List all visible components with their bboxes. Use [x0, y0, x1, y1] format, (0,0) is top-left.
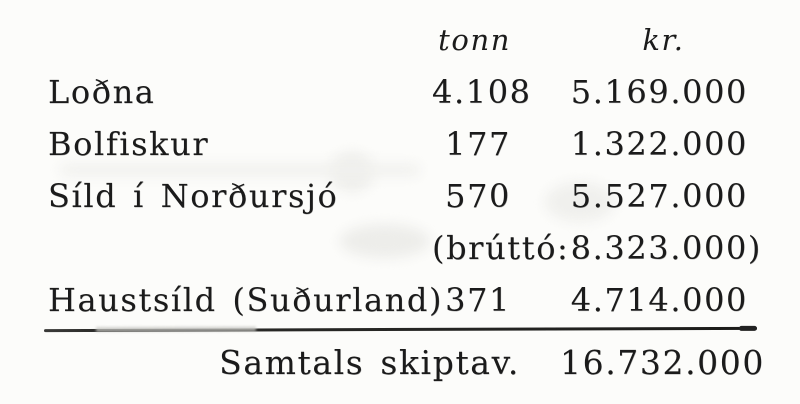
row-tonn-value: 371: [445, 281, 511, 319]
row-tonn-value: 570: [445, 177, 511, 215]
fish-catch-table: tonn kr. Loðna 4.108 5.169.000 Bolfiskur…: [43, 14, 767, 393]
row-kr-value: 5.169.000: [570, 73, 748, 111]
table-total-row: Samtals skiptav. 16.732.000: [48, 331, 767, 393]
row-kr-value: 5.527.000: [570, 177, 748, 215]
row-label: Bolfiskur: [48, 125, 210, 163]
table-row-haustsild: Haustsíld (Suðurland) 371 4.714.000: [48, 274, 767, 326]
total-label: Samtals skiptav.: [219, 342, 520, 382]
row-label: Loðna: [48, 73, 156, 111]
table-row-lodna: Loðna 4.108 5.169.000: [48, 66, 767, 118]
col-header-kr: kr.: [642, 23, 685, 57]
row-tonn-value: (brúttó:: [432, 229, 570, 267]
table-row-bolfiskur: Bolfiskur 177 1.322.000: [48, 118, 767, 170]
row-tonn-value: 177: [445, 125, 511, 163]
row-kr-value: 4.714.000: [570, 281, 748, 319]
row-kr-value: 1.322.000: [570, 125, 748, 163]
table-header-row: tonn kr.: [48, 14, 767, 66]
table-row-sild-i-nordursjo: Síld í Norðursjó 570 5.527.000: [48, 170, 767, 222]
col-header-tonn: tonn: [438, 23, 511, 57]
table-row-brutto: (brúttó: 8.323.000): [48, 222, 767, 274]
row-label: Haustsíld (Suðurland): [48, 281, 444, 319]
total-kr-value: 16.732.000: [560, 342, 765, 382]
row-kr-value: 8.323.000): [570, 229, 762, 267]
row-label: Síld í Norðursjó: [48, 177, 339, 215]
row-tonn-value: 4.108: [432, 73, 532, 111]
